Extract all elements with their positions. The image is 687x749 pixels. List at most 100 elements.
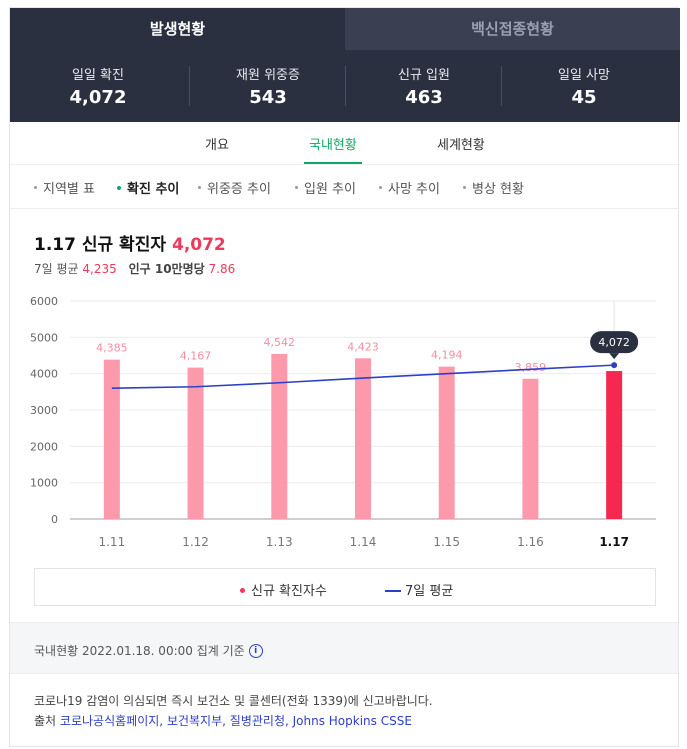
y-tick-label: 1000 [30,477,58,490]
tab-overview[interactable]: 개요 [205,138,229,153]
x-tick-label: 1.16 [517,535,544,549]
x-tick-label: 1.17 [599,535,629,549]
tab-vaccination-status[interactable]: 백신접종현황 [345,8,680,50]
stat-critical: 재원 위중증 543 [188,64,348,108]
stat-daily-confirmed: 일일 확진 4,072 [18,64,178,108]
info-icon[interactable]: i [248,643,263,658]
bullet-icon [379,186,382,189]
update-info-bar: 국내현황 2022.01.18. 00:00 집계 기준 i [10,622,678,674]
stat-value: 45 [571,87,597,108]
filter-label: 지역별 표 [43,182,95,197]
stat-daily-deaths: 일일 사망 45 [504,64,664,108]
bullet-icon [34,186,37,189]
source-link-covid-site[interactable]: 코로나공식홈페이지 [59,714,160,728]
y-tick-label: 4000 [30,368,58,381]
tooltip-value: 4,072 [598,336,630,349]
filter-label: 병상 현황 [472,182,524,197]
filter-label: 위중증 추이 [207,182,271,197]
source-link-mohw[interactable]: 보건복지부 [166,714,223,728]
divider [345,66,346,106]
tooltip-bubble [590,331,639,354]
avg-label: 7일 평균 [34,262,79,276]
y-tick-label: 2000 [30,440,58,453]
stat-value: 4,072 [69,87,127,108]
source-line: 출처 코로나공식홈페이지, 보건복지부, 질병관리청, Johns Hopkin… [34,714,412,728]
divider [189,66,190,106]
tab-domestic[interactable]: 국내현황 [309,138,357,153]
source-link-kdca[interactable]: 질병관리청 [229,714,285,728]
y-tick-label: 6000 [30,295,58,308]
y-tick-label: 0 [51,513,58,526]
filter-bed-status[interactable]: 병상 현황 [463,178,524,197]
chart-title-count: 4,072 [171,235,226,255]
bar [187,367,204,519]
x-tick-label: 1.12 [182,535,209,549]
data-label: 4,385 [96,342,128,355]
source-prefix: 출처 [34,714,57,728]
filter-confirmed-trend[interactable]: 확진 추이 [117,178,179,197]
y-tick-label: 5000 [30,331,58,344]
data-label: 4,423 [347,340,379,353]
filter-critical-trend[interactable]: 위중증 추이 [198,178,271,197]
update-info: 국내현황 2022.01.18. 00:00 집계 기준 i [34,642,263,659]
stat-label: 일일 확진 [72,68,124,83]
bar [103,359,120,519]
chart-title-text: 1.17 신규 확진자 [34,235,166,255]
stat-value: 543 [249,87,287,108]
stat-label: 일일 사망 [558,68,610,83]
divider [501,66,502,106]
data-label: 4,194 [431,349,463,362]
tab-outbreak-status[interactable]: 발생현황 [10,8,345,50]
filter-death-trend[interactable]: 사망 추이 [379,178,440,197]
bullet-icon [463,186,466,189]
data-label: 3,859 [515,361,547,374]
confirmed-trend-chart: 0 1000 2000 3000 4000 5000 6000 4,385 4,167 4,542… [30,295,656,549]
source-link-jhu[interactable]: Johns Hopkins CSSE [292,714,412,728]
chart-subtitle: 7일 평균 4,235 인구 10만명당 7.86 [34,260,243,277]
tab-world[interactable]: 세계현황 [437,138,485,153]
bar [438,366,455,519]
x-tick-label: 1.14 [350,535,377,549]
data-label: 4,167 [180,350,212,363]
legend-label: 7일 평균 [405,584,454,599]
stat-label: 신규 입원 [398,68,450,83]
legend-7day-avg[interactable]: 7일 평균 [385,580,453,599]
chart-title: 1.17 신규 확진자 4,072 [34,230,226,255]
legend-confirmed[interactable]: 신규 확진자수 [240,580,327,599]
filter-label: 사망 추이 [388,182,440,197]
filter-region-table[interactable]: 지역별 표 [34,178,95,197]
stat-value: 463 [405,87,443,108]
bullet-icon [198,186,201,189]
bar [355,358,371,519]
filter-bar: 지역별 표 확진 추이 위중증 추이 입원 추이 사망 추이 병상 현황 [10,164,680,209]
covid-status-card: 발생현황 백신접종현황 일일 확진 4,072 재원 위중증 543 신규 입원… [9,7,680,747]
bar [522,378,539,519]
x-tick-label: 1.11 [98,535,125,549]
chart-legend: 신규 확진자수 7일 평균 [34,568,656,606]
bar [606,371,623,519]
filter-label: 확진 추이 [127,182,180,197]
update-info-text: 국내현황 2022.01.18. 00:00 집계 기준 [34,644,245,658]
bar [271,353,288,519]
legend-label: 신규 확진자수 [251,584,327,599]
stat-label: 재원 위중증 [236,68,300,83]
pop-label: 인구 10만명당 [128,262,205,276]
tooltip-pointer [609,353,620,360]
x-tick-label: 1.15 [433,535,460,549]
avg-point [611,362,618,369]
active-tab-indicator [304,162,362,164]
filter-admission-trend[interactable]: 입원 추이 [295,178,356,197]
bullet-icon [295,186,298,189]
notice: 코로나19 감염이 의심되면 즉시 보건소 및 콜센터(전화 1339)에 신고… [34,691,433,731]
sub-tab-bar: 개요 국내현황 세계현황 [10,122,680,165]
avg-line [111,364,615,389]
pop-value: 7.86 [208,262,236,276]
legend-dot-icon [240,588,245,593]
legend-line-icon [385,589,401,592]
avg-value: 4,235 [82,262,117,276]
bullet-icon [117,185,121,190]
y-tick-label: 3000 [30,404,58,417]
stat-new-admission: 신규 입원 463 [344,64,504,108]
filter-label: 입원 추이 [304,182,356,197]
data-label: 4,542 [264,336,296,349]
